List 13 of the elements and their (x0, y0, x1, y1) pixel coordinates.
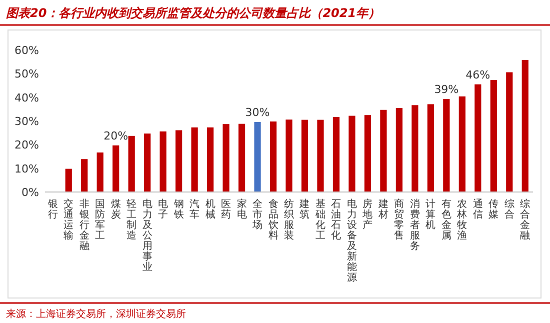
y-tick-label: 10% (14, 162, 39, 176)
source-note: 来源：上海证券交易所，深圳证券交易所 (6, 308, 186, 320)
data-label: 46% (466, 68, 490, 82)
data-label: 20% (104, 129, 128, 142)
y-tick-label: 60% (14, 44, 39, 57)
y-tick-label: 0% (22, 186, 39, 199)
y-tick-label: 40% (14, 91, 39, 104)
data-label: 39% (434, 82, 459, 96)
title: 图表20：各行业内收到交易所监管及处分的公司数量占比（2021年） (6, 6, 380, 20)
y-tick-label: 20% (14, 138, 39, 152)
y-tick-label: 50% (14, 68, 39, 81)
data-label: 30% (245, 106, 270, 119)
y-tick-label: 30% (14, 115, 39, 128)
